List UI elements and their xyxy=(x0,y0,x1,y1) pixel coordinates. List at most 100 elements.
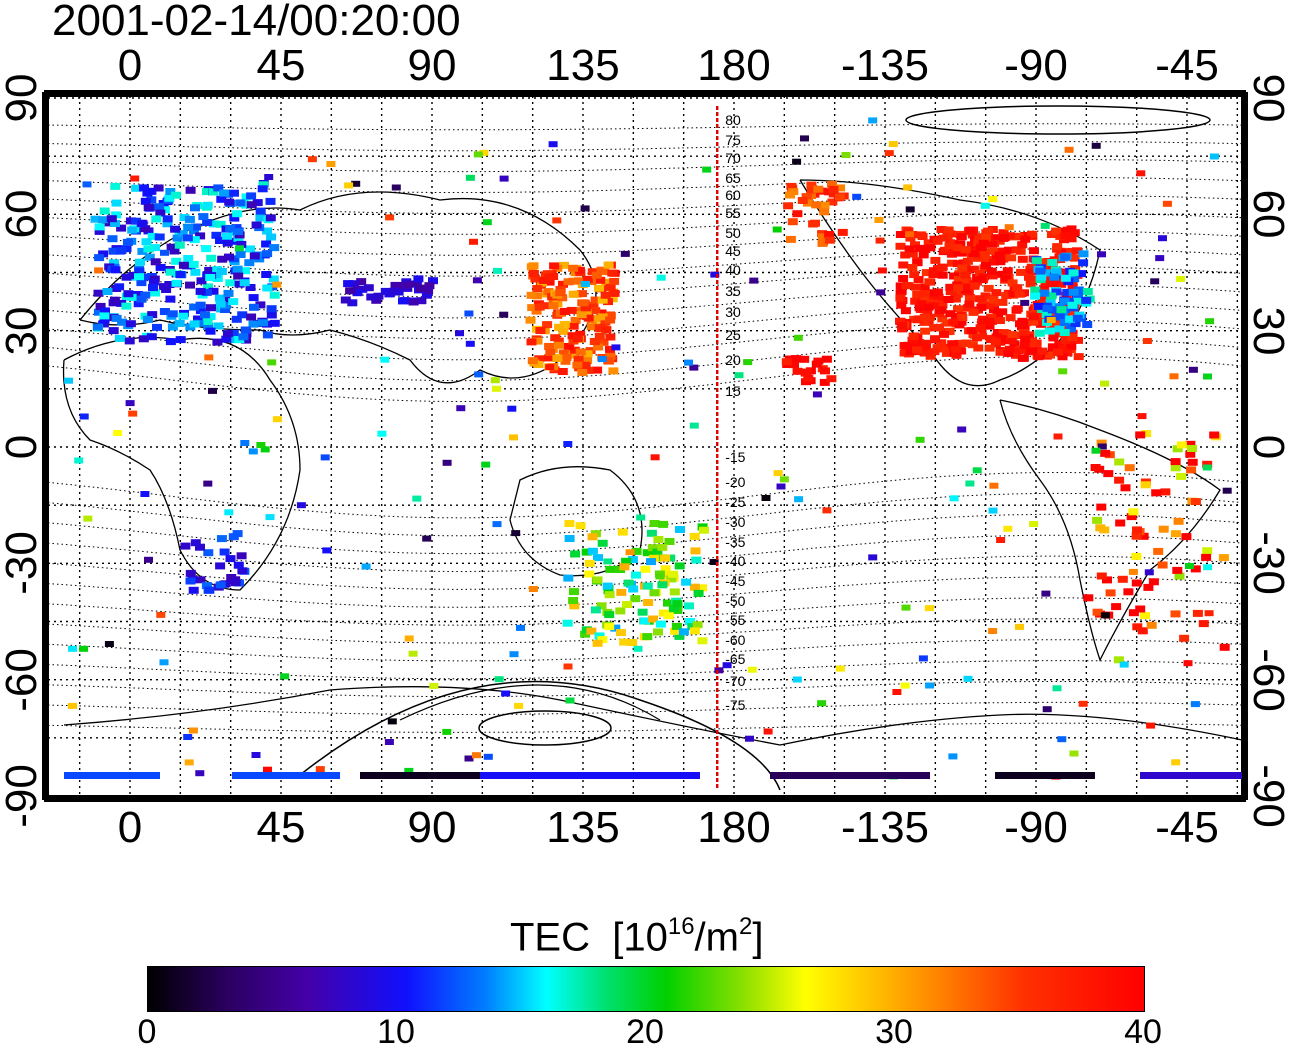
tec-cell xyxy=(995,772,1095,779)
tec-cell xyxy=(642,582,653,590)
tec-cell xyxy=(262,227,273,235)
tec-cell xyxy=(925,313,935,321)
tec-cell xyxy=(819,201,830,209)
timestamp-title: 2001-02-14/00:20:00 xyxy=(52,0,461,45)
contour-label: -50 xyxy=(725,593,745,609)
tec-cell xyxy=(94,267,104,274)
colorbar-unit-mid: /m xyxy=(694,915,739,960)
tec-cell xyxy=(511,530,521,537)
tec-cell xyxy=(1052,243,1063,251)
tec-cell xyxy=(997,247,1007,255)
tec-cell xyxy=(587,547,598,555)
tec-cell xyxy=(262,331,273,339)
tec-cell xyxy=(568,322,579,330)
tec-cell xyxy=(214,294,225,302)
colorbar-unit-exp: 16 xyxy=(667,913,695,940)
tec-cell xyxy=(575,348,586,356)
tec-cell xyxy=(215,300,226,308)
tec-cell xyxy=(917,233,928,240)
tec-cell xyxy=(1202,547,1213,555)
tec-cell xyxy=(1143,583,1154,591)
tec-cell xyxy=(916,300,927,308)
tec-cell xyxy=(111,211,122,219)
tec-cell xyxy=(943,296,954,303)
tec-cell xyxy=(591,271,602,279)
tec-cell xyxy=(597,539,608,547)
tec-cell xyxy=(1039,289,1050,297)
tec-cell xyxy=(1091,447,1101,454)
tec-cell xyxy=(604,591,615,599)
tec-cell xyxy=(607,269,618,277)
tec-cell xyxy=(789,361,799,369)
tec-cell xyxy=(828,185,839,193)
magnetic-contour xyxy=(47,355,1243,402)
tec-cell xyxy=(1172,445,1183,453)
tec-cell xyxy=(1140,481,1151,489)
tec-cell xyxy=(109,296,120,304)
tec-cell xyxy=(94,254,105,262)
tec-cell xyxy=(1128,609,1139,617)
tec-cell xyxy=(114,283,125,291)
tec-cell xyxy=(824,231,835,238)
tec-cell xyxy=(1067,301,1078,309)
tec-cell xyxy=(779,476,789,483)
tec-cell xyxy=(326,161,336,167)
tec-cell xyxy=(745,735,754,742)
tec-cell xyxy=(1073,336,1083,344)
tec-cell xyxy=(1111,603,1122,611)
magnetic-contour xyxy=(47,472,1243,519)
tec-cell xyxy=(987,240,998,248)
tec-cell xyxy=(637,608,648,616)
colorbar-unit-prefix: [10 xyxy=(612,915,668,960)
tec-cell xyxy=(670,627,681,635)
tec-cell xyxy=(1201,553,1212,561)
tec-cell xyxy=(261,271,272,278)
tec-cell xyxy=(957,426,967,433)
tec-cell xyxy=(1135,431,1146,439)
tec-cell xyxy=(404,635,414,642)
tec-cell xyxy=(1011,351,1021,359)
tec-cell xyxy=(1003,525,1013,532)
tec-cell xyxy=(623,579,634,587)
tec-cell xyxy=(897,321,908,329)
contour-label: -20 xyxy=(725,474,745,490)
tec-cell xyxy=(184,215,195,223)
tec-cell xyxy=(507,405,517,412)
tec-cell xyxy=(980,202,990,209)
tec-cell xyxy=(605,333,616,341)
tec-cell xyxy=(240,440,250,446)
tec-cell xyxy=(265,197,276,205)
tec-cell xyxy=(914,304,925,312)
tec-cell xyxy=(205,327,216,335)
tec-cell xyxy=(148,278,159,286)
tec-cell xyxy=(895,242,906,250)
magnetic-contour xyxy=(47,513,1243,555)
tec-cell xyxy=(231,224,242,232)
tec-cell xyxy=(968,308,979,316)
tec-cell xyxy=(232,265,243,273)
tec-cell xyxy=(465,340,475,347)
contour-label: -35 xyxy=(725,534,745,550)
tec-cell xyxy=(257,185,268,193)
tec-cell xyxy=(821,355,832,363)
tec-cell xyxy=(597,296,608,304)
tec-cell xyxy=(678,628,689,636)
tec-cell xyxy=(164,194,175,202)
tec-cell xyxy=(401,281,412,289)
tec-cell xyxy=(1096,439,1107,447)
south-contour-mid xyxy=(399,684,661,721)
tec-cell xyxy=(559,308,570,315)
tec-cell xyxy=(202,219,213,226)
tec-cell xyxy=(190,268,201,276)
tec-cell xyxy=(232,210,243,218)
tec-cell xyxy=(905,231,914,238)
tec-cell xyxy=(958,259,969,267)
tec-cell xyxy=(206,304,216,312)
tec-cell xyxy=(138,335,149,343)
tec-cell xyxy=(1072,314,1083,322)
tec-cell xyxy=(131,184,142,192)
tec-cell xyxy=(904,245,915,253)
tec-cell xyxy=(64,772,160,779)
tec-cell xyxy=(980,234,991,242)
tec-cell xyxy=(996,335,1007,343)
